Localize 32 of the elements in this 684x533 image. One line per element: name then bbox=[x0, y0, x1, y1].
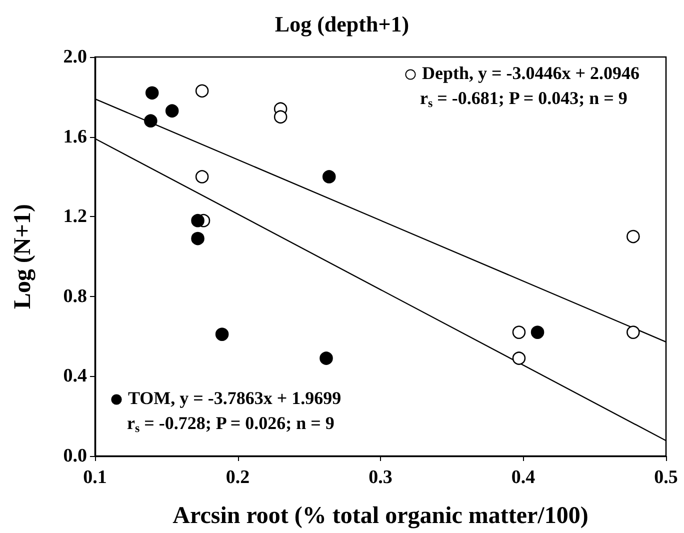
y-tick-label: 1.6 bbox=[63, 126, 87, 148]
x-tick-label: 0.4 bbox=[511, 467, 536, 488]
annotation: TOM, y = -3.7863x + 1.9699 bbox=[128, 388, 342, 408]
x-tick-label: 0.5 bbox=[654, 467, 678, 488]
y-axis-title: Log (N+1) bbox=[10, 204, 36, 309]
point bbox=[322, 170, 336, 184]
point bbox=[626, 326, 640, 339]
point bbox=[145, 86, 159, 100]
point bbox=[144, 114, 158, 128]
y-tick-label: 0.8 bbox=[63, 286, 87, 307]
point bbox=[165, 104, 179, 118]
x-tick-label: 0.3 bbox=[368, 467, 392, 488]
point bbox=[195, 170, 209, 184]
point bbox=[191, 232, 204, 246]
point bbox=[512, 352, 526, 365]
y-tick-label: 1.2 bbox=[63, 206, 87, 228]
point bbox=[512, 326, 526, 339]
text: 0.0 bbox=[63, 446, 87, 466]
point bbox=[320, 352, 333, 365]
chart-title: Log (depth+1) bbox=[274, 12, 410, 36]
x-axis-title: Arcsin root (% total organic matter/100) bbox=[172, 503, 588, 529]
point bbox=[215, 328, 229, 341]
point bbox=[626, 230, 640, 244]
point bbox=[195, 84, 209, 98]
point bbox=[274, 110, 288, 124]
point bbox=[191, 214, 204, 228]
text: 2.0 bbox=[63, 46, 87, 68]
y-tick-label: 0.4 bbox=[63, 366, 88, 387]
annotation: Depth, y = -3.0446x + 2.0946 bbox=[422, 63, 640, 83]
x-tick-label: 0.1 bbox=[83, 467, 107, 488]
x-tick-label: 0.2 bbox=[226, 467, 250, 488]
point bbox=[530, 326, 544, 339]
